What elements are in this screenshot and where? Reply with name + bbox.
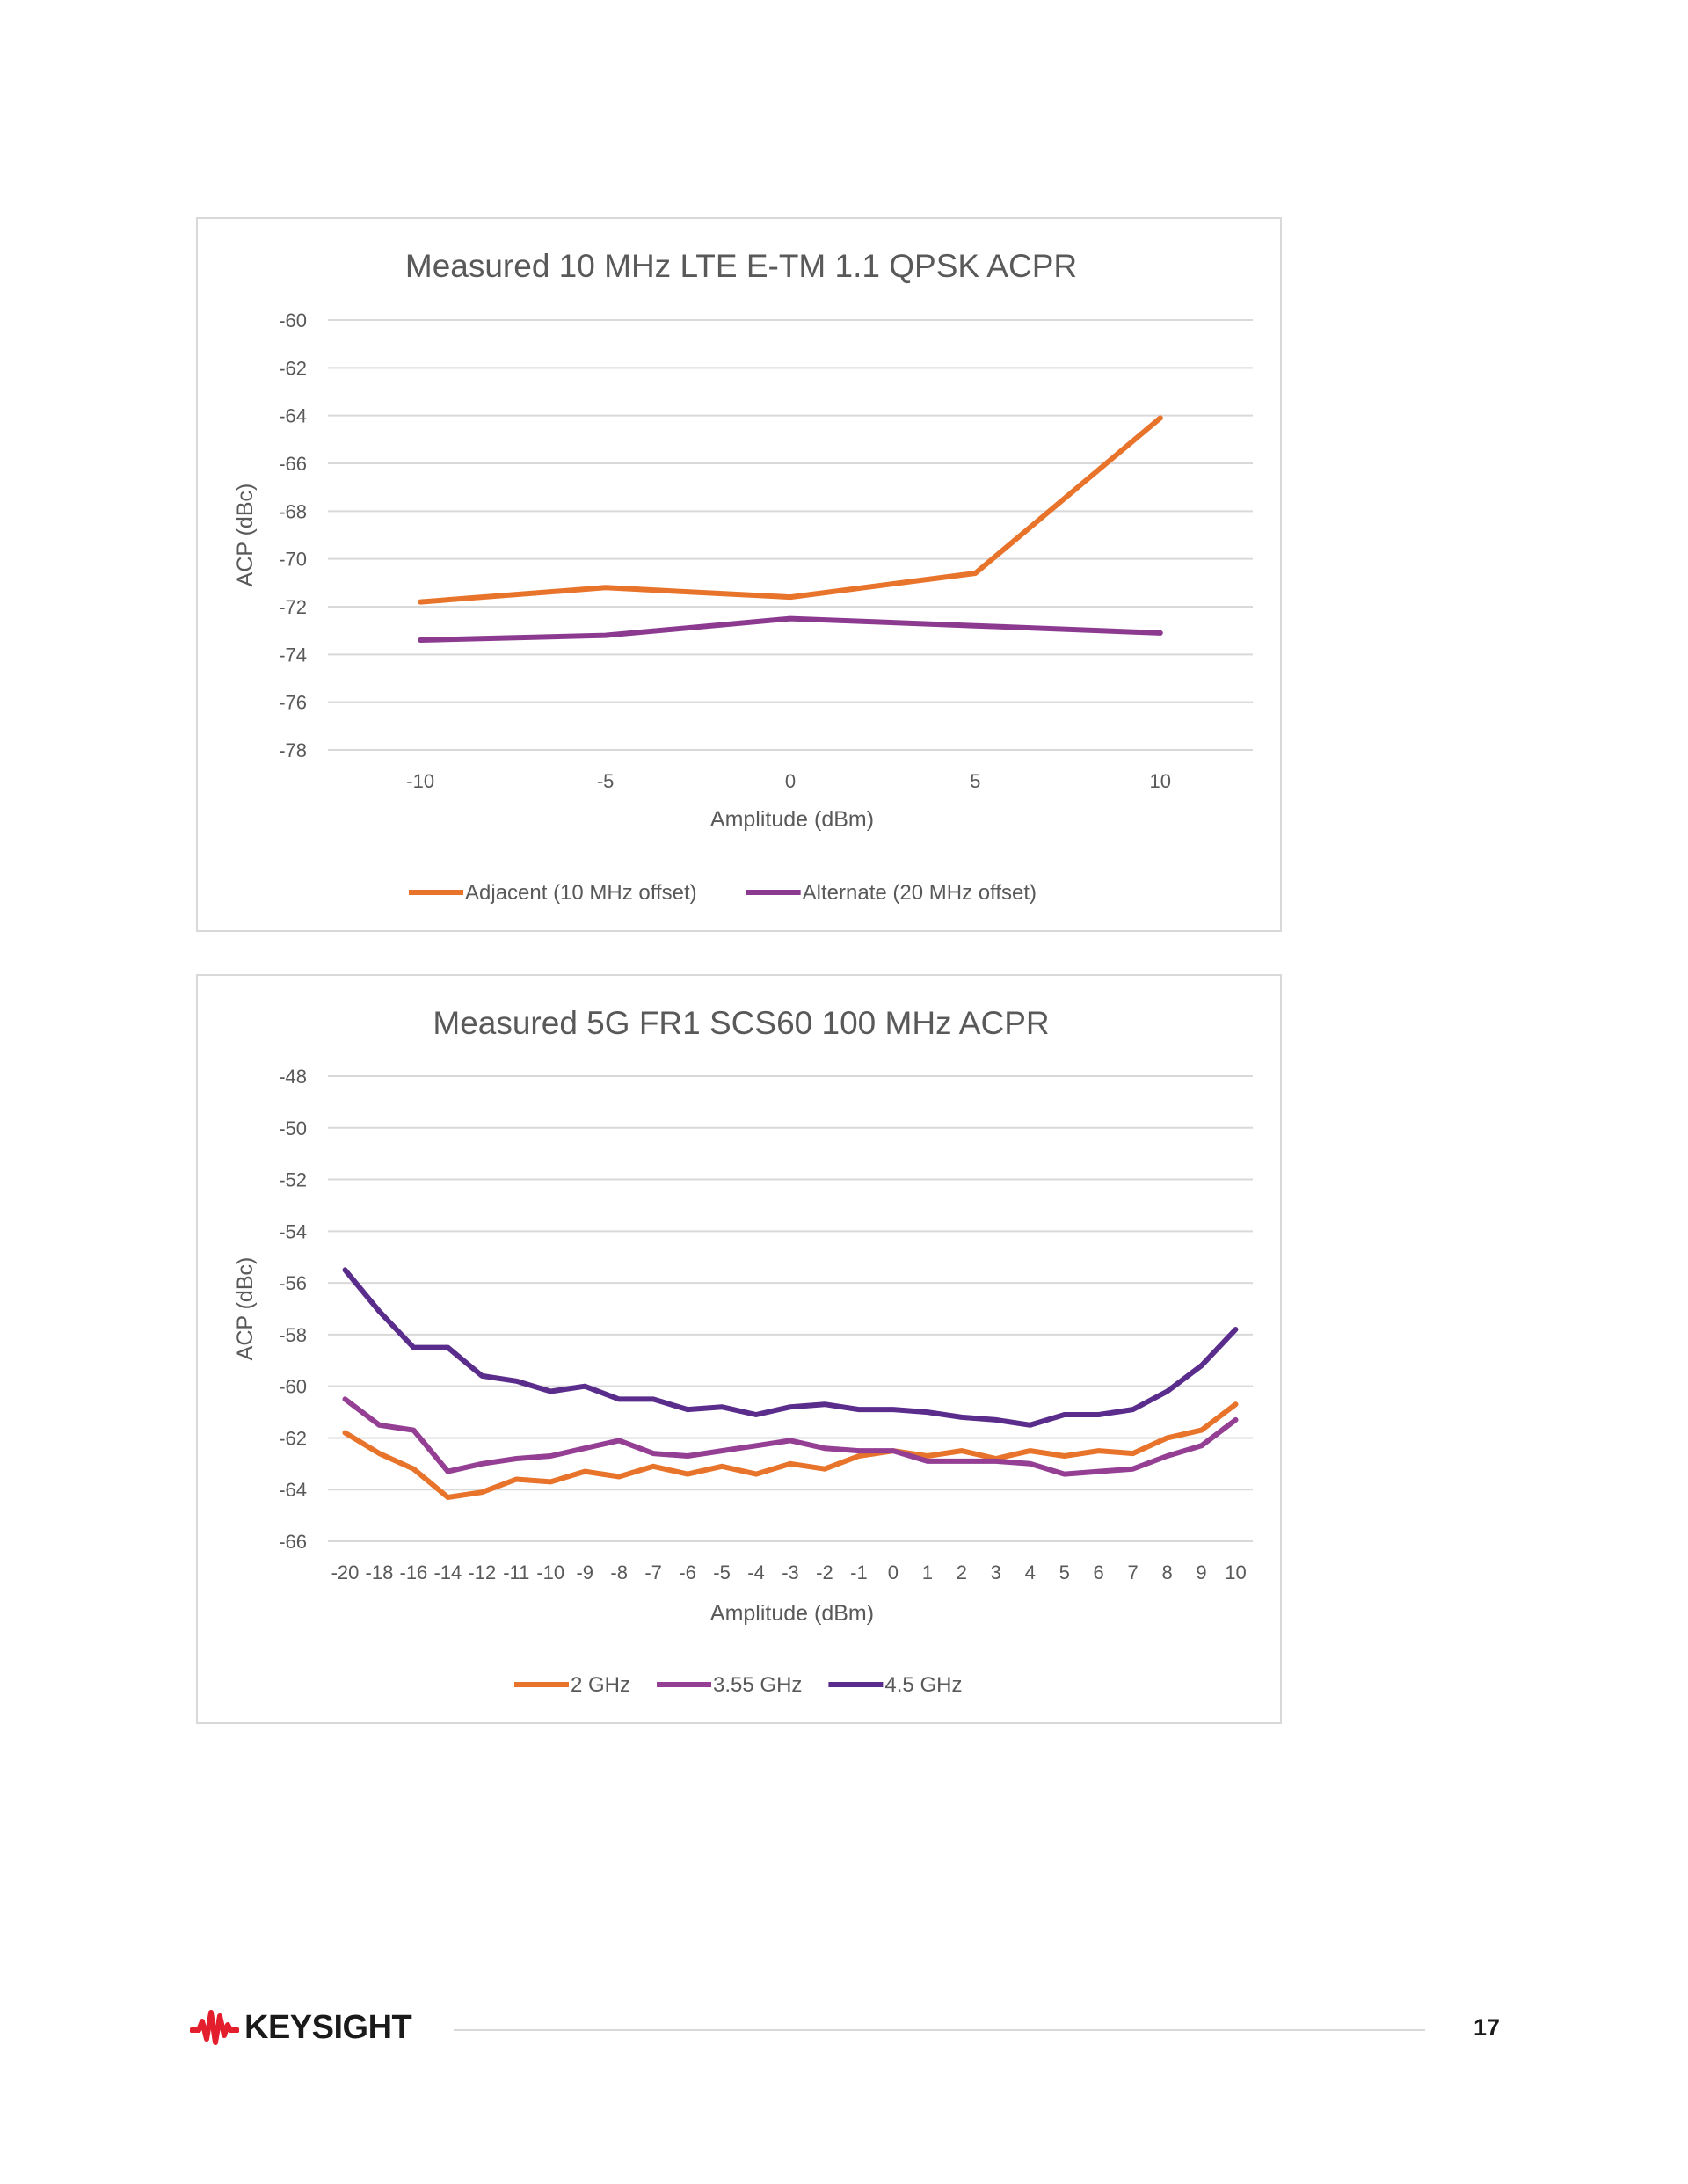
x-tick-label: -14	[433, 1562, 462, 1583]
x-tick-label: 8	[1161, 1562, 1172, 1583]
x-tick-label: 7	[1128, 1562, 1139, 1583]
x-tick-label: 5	[970, 770, 980, 792]
series-line-adjacent-10-mhz-offset-	[418, 415, 1163, 605]
legend-entry: 4.5 GHz	[884, 1673, 962, 1697]
series-line-2-ghz	[342, 1401, 1239, 1500]
x-tick-label: 10	[1150, 770, 1171, 792]
y-tick-label: -70	[279, 549, 307, 571]
x-tick-label: 9	[1196, 1562, 1206, 1583]
x-tick-label: -7	[644, 1562, 662, 1583]
y-axis-label: ACP (dBc)	[233, 484, 258, 587]
x-tick-label: 4	[1025, 1562, 1036, 1583]
legend-entry: Alternate (20 MHz offset)	[803, 881, 1037, 905]
y-tick-label: -56	[279, 1272, 307, 1294]
y-tick-label: -64	[279, 1479, 307, 1501]
x-tick-label: -10	[406, 770, 434, 792]
x-tick-label: 5	[1059, 1562, 1070, 1583]
footer-divider	[454, 2029, 1425, 2031]
x-tick-label: -1	[850, 1562, 868, 1583]
x-tick-label: 0	[785, 770, 796, 792]
chart-5g-acpr: Measured 5G FR1 SCS60 100 MHz ACPR ACP (d…	[196, 974, 1282, 1724]
x-tick-label: -10	[536, 1562, 564, 1583]
y-tick-label: -72	[279, 596, 307, 618]
chart-lte-acpr: Measured 10 MHz LTE E-TM 1.1 QPSK ACPR AC…	[196, 217, 1282, 932]
x-axis-label: Amplitude (dBm)	[710, 1601, 874, 1626]
x-tick-label: -11	[503, 1562, 529, 1583]
y-tick-label: -66	[279, 1531, 307, 1553]
legend-entry: 2 GHz	[571, 1673, 630, 1697]
y-tick-label: -68	[279, 500, 307, 522]
x-tick-label: -9	[576, 1562, 593, 1583]
chart-lte-acpr-svg: Measured 10 MHz LTE E-TM 1.1 QPSK ACPR AC…	[233, 248, 1253, 905]
y-tick-label: -50	[279, 1117, 307, 1139]
x-tick-label: 2	[957, 1562, 967, 1583]
y-tick-label: -62	[279, 1427, 307, 1449]
legend-entry: 3.55 GHz	[713, 1673, 802, 1697]
x-tick-label: -4	[747, 1562, 765, 1583]
chart-title: Measured 5G FR1 SCS60 100 MHz ACPR	[433, 1005, 1049, 1041]
x-tick-label: -2	[816, 1562, 833, 1583]
y-tick-label: -74	[279, 644, 307, 666]
x-tick-label: 10	[1225, 1562, 1246, 1583]
x-tick-label: 0	[888, 1562, 899, 1583]
x-tick-label: 6	[1094, 1562, 1104, 1583]
x-tick-label: -5	[713, 1562, 731, 1583]
legend-entry: Adjacent (10 MHz offset)	[465, 881, 697, 905]
series-line-4-5-ghz	[342, 1267, 1239, 1428]
x-tick-label: -20	[331, 1562, 360, 1583]
y-tick-label: -60	[279, 1376, 307, 1398]
x-tick-label: -12	[468, 1562, 496, 1583]
brand-name: KEYSIGHT	[244, 2008, 412, 2046]
y-tick-label: -60	[279, 309, 307, 331]
x-tick-label: -8	[610, 1562, 628, 1583]
y-tick-label: -78	[279, 739, 307, 761]
x-tick-label: -5	[597, 770, 615, 792]
chart-5g-acpr-svg: Measured 5G FR1 SCS60 100 MHz ACPR ACP (d…	[233, 1005, 1253, 1697]
x-tick-label: 1	[922, 1562, 933, 1583]
y-tick-label: -62	[279, 357, 307, 379]
x-tick-label: -18	[366, 1562, 394, 1583]
x-tick-label: -16	[400, 1562, 428, 1583]
keysight-logo: KEYSIGHT	[190, 2007, 412, 2048]
series-line-alternate-20-mhz-offset-	[418, 615, 1163, 643]
page-number: 17	[1473, 2014, 1501, 2041]
chart-title: Measured 10 MHz LTE E-TM 1.1 QPSK ACPR	[405, 248, 1077, 284]
keysight-wave-icon	[190, 2010, 239, 2045]
x-tick-label: -6	[679, 1562, 696, 1583]
y-axis-label: ACP (dBc)	[233, 1257, 258, 1361]
x-axis-label: Amplitude (dBm)	[710, 807, 874, 832]
series-line-3-55-ghz	[342, 1396, 1239, 1477]
y-tick-label: -54	[279, 1220, 307, 1242]
x-tick-label: -3	[782, 1562, 799, 1583]
y-tick-label: -58	[279, 1324, 307, 1346]
y-tick-label: -48	[279, 1066, 307, 1088]
y-tick-label: -76	[279, 692, 307, 714]
x-tick-label: 3	[991, 1562, 1001, 1583]
y-tick-label: -66	[279, 453, 307, 475]
y-tick-label: -64	[279, 405, 307, 427]
y-tick-label: -52	[279, 1169, 307, 1191]
